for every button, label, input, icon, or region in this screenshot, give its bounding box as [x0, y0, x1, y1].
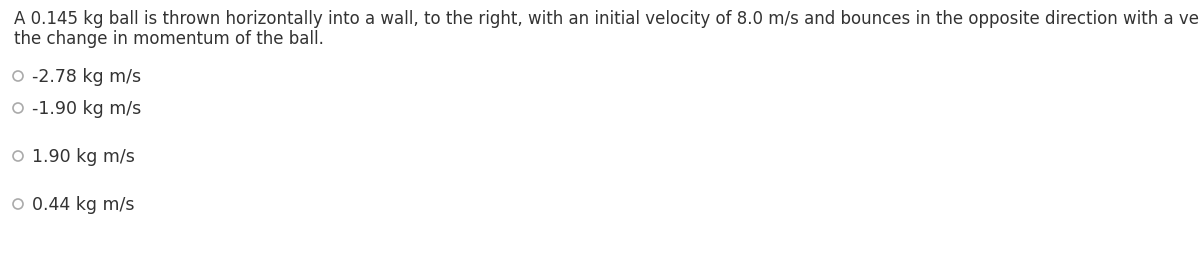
- Text: A 0.145 kg ball is thrown horizontally into a wall, to the right, with an initia: A 0.145 kg ball is thrown horizontally i…: [14, 10, 1200, 28]
- Text: 0.44 kg m/s: 0.44 kg m/s: [32, 196, 134, 214]
- Text: -2.78 kg m/s: -2.78 kg m/s: [32, 68, 142, 86]
- Text: 1.90 kg m/s: 1.90 kg m/s: [32, 148, 134, 166]
- Text: the change in momentum of the ball.: the change in momentum of the ball.: [14, 30, 324, 48]
- Text: -1.90 kg m/s: -1.90 kg m/s: [32, 100, 142, 118]
